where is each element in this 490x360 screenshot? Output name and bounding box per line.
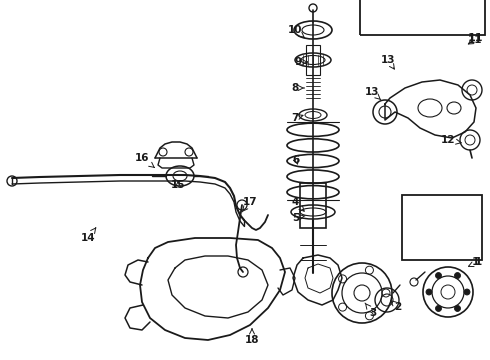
Text: 6: 6 xyxy=(293,155,299,165)
Text: 1: 1 xyxy=(472,257,480,267)
Circle shape xyxy=(436,273,441,279)
Bar xyxy=(306,45,320,75)
Text: 18: 18 xyxy=(245,329,259,345)
Text: 10: 10 xyxy=(288,25,305,38)
Text: 14: 14 xyxy=(81,228,96,243)
Text: 13: 13 xyxy=(381,55,395,69)
Text: 8: 8 xyxy=(292,83,304,93)
Text: 12: 12 xyxy=(441,135,461,145)
Circle shape xyxy=(426,289,432,295)
Text: 11: 11 xyxy=(468,35,482,45)
Text: 1: 1 xyxy=(468,257,482,267)
Circle shape xyxy=(436,305,441,311)
Bar xyxy=(300,183,326,228)
Bar xyxy=(360,0,485,35)
Text: 2: 2 xyxy=(391,301,402,312)
Text: 13: 13 xyxy=(365,87,381,100)
Circle shape xyxy=(464,289,470,295)
Text: 7: 7 xyxy=(292,113,303,123)
Circle shape xyxy=(455,273,461,279)
Text: 9: 9 xyxy=(294,57,307,67)
Text: 3: 3 xyxy=(365,303,377,318)
Text: 4: 4 xyxy=(292,197,304,211)
Text: 16: 16 xyxy=(135,153,154,167)
Text: 5: 5 xyxy=(293,213,305,223)
Text: 11: 11 xyxy=(467,33,483,43)
Text: 17: 17 xyxy=(242,197,257,212)
Circle shape xyxy=(455,305,461,311)
Text: 15: 15 xyxy=(171,180,185,190)
Bar xyxy=(402,195,482,260)
